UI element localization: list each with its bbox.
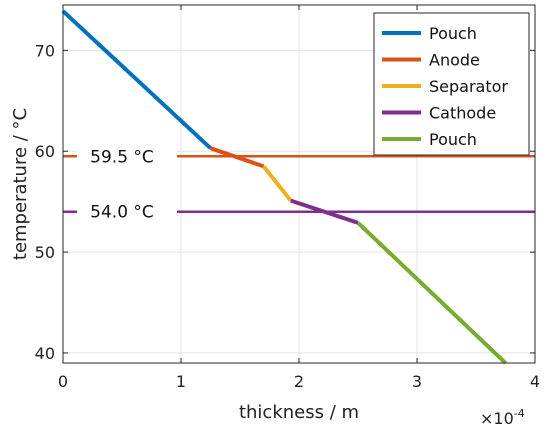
x-tick-label: 4	[530, 372, 540, 391]
series-line	[262, 165, 293, 202]
data-series	[61, 9, 507, 365]
x-axis-label: thickness / m	[239, 402, 359, 423]
legend-entry: Anode	[429, 51, 480, 70]
axis-ticks: 0 1 2 3 4 40 50 60 70	[35, 5, 540, 391]
y-axis-label: temperature / °C	[10, 108, 31, 260]
series-line	[209, 146, 265, 169]
legend-entry: Pouch	[429, 130, 477, 149]
x-exponent-base: ×10	[480, 409, 514, 428]
y-tick-label: 40	[35, 344, 55, 363]
x-tick-label: 0	[58, 372, 68, 391]
reference-annotations: 59.5 °C 54.0 °C	[77, 143, 177, 225]
series-line	[356, 221, 507, 365]
y-tick-label: 50	[35, 243, 55, 262]
reference-line-label: 59.5 °C	[90, 147, 154, 167]
y-tick-label: 70	[35, 41, 55, 60]
legend-entry: Separator	[429, 77, 508, 96]
series-line	[290, 198, 359, 225]
x-exponent-power: -4	[514, 407, 525, 420]
annotation-background	[77, 198, 177, 225]
y-tick-label: 60	[35, 142, 55, 161]
legend-entry: Cathode	[429, 104, 496, 123]
legend: Pouch Anode Separator Cathode Pouch	[373, 12, 530, 156]
annotation-background	[77, 143, 177, 170]
x-axis-exponent: ×10-4	[480, 407, 525, 428]
x-tick-label: 2	[294, 372, 304, 391]
x-tick-label: 3	[412, 372, 422, 391]
x-tick-label: 1	[176, 372, 186, 391]
reference-line-label: 54.0 °C	[90, 203, 154, 223]
legend-entry: Pouch	[429, 24, 477, 43]
series-line	[61, 9, 212, 150]
